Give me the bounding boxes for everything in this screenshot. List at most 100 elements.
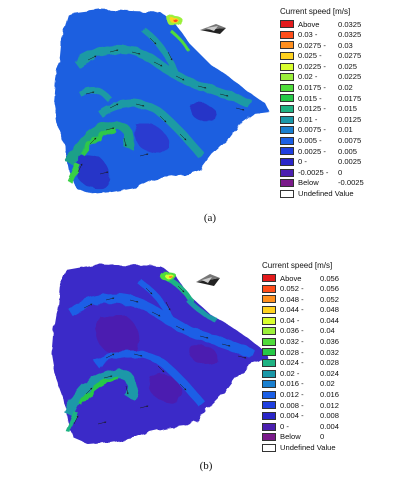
legend-swatch [280,20,294,29]
legend-range-high: 0.0325 [338,19,362,29]
legend-row: 0.008 - 0.012 [262,400,380,411]
legend-range-low: 0.0225 - [298,61,326,71]
legend-row: 0.015 - 0.0175 [280,93,398,104]
legend-label: Below -0.0025 [298,179,364,187]
legend-row: Undefined Value [280,189,398,200]
legend-label: 0.0275 - 0.03 [298,42,353,50]
legend-range-high: 0.015 [338,104,358,114]
legend-swatch [262,390,276,399]
legend-label: 0.025 - 0.0275 [298,52,361,60]
legend-row: 0.044 - 0.048 [262,305,380,316]
legend-row: 0.02 - 0.0225 [280,72,398,83]
legend-range-low: 0 - [280,421,289,431]
legend-swatch [262,369,276,378]
legend-range-low: 0.0275 - [298,40,326,50]
legend-swatch [280,168,294,177]
legend-row: 0 - 0.0025 [280,157,398,168]
legend-swatch [262,401,276,410]
legend-label: 0.015 - 0.0175 [298,95,361,103]
legend-label: 0.012 - 0.016 [280,391,339,399]
figure-caption: (a) [203,212,217,224]
legend-swatch [262,274,276,283]
legend-swatch [280,41,294,50]
legend-swatch [262,327,276,336]
legend-swatch [280,158,294,167]
legend-range-low: Above [280,273,302,283]
legend-swatch [262,380,276,389]
legend-row: 0.048 - 0.052 [262,294,380,305]
legend-label: Below 0 [280,433,324,441]
legend-label: 0.0075 - 0.01 [298,126,353,134]
velocity-vectors [73,285,247,425]
legend-label: 0.0225 - 0.025 [298,63,357,71]
current-corridor [73,44,252,109]
legend-label: Above 0.056 [280,273,339,283]
legend-label: 0.0125 - 0.015 [298,105,357,113]
axis-icon [196,274,220,286]
legend-range-high: 0.0075 [338,136,362,146]
legend-label: 0 - 0.004 [280,423,339,431]
legend-range-high: 0.005 [338,146,358,156]
legend-row: 0.02 - 0.024 [262,368,380,379]
legend-title: Current speed [m/s] [262,261,333,270]
legend-range-high: 0.025 [338,61,358,71]
axis-icon [200,24,226,34]
legend: Current speed [m/s] Above 0.0325 0.03 -0.0… [280,6,398,199]
legend-swatch [262,316,276,325]
legend-label: 0.048 - 0.052 [280,296,339,304]
domain-shape [54,10,270,194]
legend-range-high: 0.028 [320,358,340,368]
legend-label: 0.02 - 0.0225 [298,73,361,81]
legend-range-low: 0.04 - [280,315,300,325]
legend-range-low: 0.016 - [280,379,304,389]
legend-range-low: Above [298,19,320,29]
legend-label: 0.0025 - 0.005 [298,148,357,156]
legend-label: Undefined Value [298,190,354,198]
legend-range-low: 0.036 - [280,326,304,336]
legend-range-high: 0.052 [320,294,340,304]
legend-row: Above 0.056 [262,273,380,284]
legend-range-high: 0.012 [320,400,340,410]
legend-range-high: 0.0225 [338,72,362,82]
legend-range-low: Below [298,178,319,188]
legend-range-low: 0.015 - [298,93,322,103]
legend-range-high: 0.03 [338,40,353,50]
legend-range-low: 0.025 - [298,51,322,61]
legend-range-high: 0.056 [320,284,340,294]
legend-range-low: 0.02 - [280,368,300,378]
legend-range-low: Undefined Value [280,443,336,452]
legend-swatch [262,422,276,431]
legend-label: 0.008 - 0.012 [280,402,339,410]
legend-row: -0.0025 - 0 [280,167,398,178]
legend-row: 0.03 - 0.0325 [280,30,398,41]
legend-range-low: Below [280,432,301,442]
legend-swatch [262,284,276,293]
legend-range-low: 0.032 - [280,337,304,347]
legend-range-low: 0 - [298,157,307,167]
legend-row: 0.0125 - 0.015 [280,104,398,115]
current-speed-map [54,10,270,194]
legend-swatch [280,105,294,114]
legend-label: 0.036 - 0.04 [280,327,335,335]
legend-range-low: 0.044 - [280,305,304,315]
legend-row: Undefined Value [262,443,380,454]
legend-swatch [280,147,294,156]
legend-label: 0.02 - 0.024 [280,370,339,378]
legend-range-high: 0.0275 [338,51,362,61]
legend-swatch [262,348,276,357]
legend-range-high: 0 [320,432,325,442]
current-speed-map [52,264,268,444]
legend-range-low: 0.0125 - [298,104,326,114]
legend-row: 0.0275 - 0.03 [280,40,398,51]
legend-range-high: 0.048 [320,305,340,315]
legend-row: 0.028 - 0.032 [262,347,380,358]
legend-row: 0.052 - 0.056 [262,284,380,295]
legend-row: Below 0 [262,432,380,443]
legend-swatch [280,126,294,135]
panel-b: Current speed [m/s] Above 0.056 0.052 -0.0… [0,250,419,480]
legend-range-high: 0 [338,167,343,177]
legend-range-low: 0.0175 - [298,83,326,93]
legend-row: 0.024 - 0.028 [262,358,380,369]
legend-swatch [280,52,294,61]
panel-a: Current speed [m/s] Above 0.0325 0.03 -0.0… [0,0,419,232]
